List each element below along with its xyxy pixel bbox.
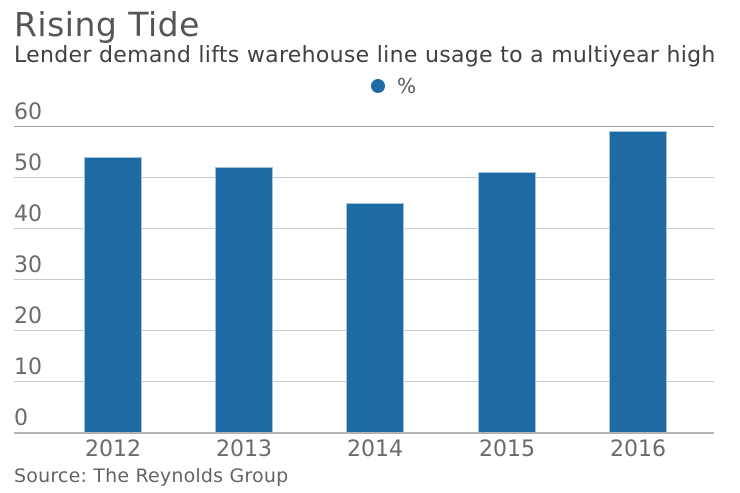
legend-marker-icon <box>371 79 385 93</box>
bar-2013 <box>215 167 273 432</box>
x-tick-label-2014: 2014 <box>347 437 403 462</box>
x-tick-label-2012: 2012 <box>85 437 141 462</box>
bar-2016 <box>609 131 667 432</box>
y-tick-label-50: 50 <box>14 151 42 176</box>
bar-2014 <box>346 203 404 432</box>
chart-subtitle: Lender demand lifts warehouse line usage… <box>14 43 716 68</box>
gridline-50 <box>14 177 714 178</box>
x-tick-label-2015: 2015 <box>479 437 535 462</box>
y-tick-label-0: 0 <box>14 406 28 431</box>
plot-area: 0 10 20 30 40 50 60 2012 2013 2014 2015 2016 <box>14 100 714 462</box>
chart-title: Rising Tide <box>14 5 200 44</box>
legend-series-label: % <box>397 74 417 98</box>
gridline-0 <box>14 432 714 434</box>
source-attribution: Source: The Reynolds Group <box>14 465 289 487</box>
y-tick-label-30: 30 <box>14 253 42 278</box>
y-tick-label-10: 10 <box>14 355 42 380</box>
legend: % <box>371 74 417 98</box>
y-tick-label-20: 20 <box>14 304 42 329</box>
y-tick-label-40: 40 <box>14 202 42 227</box>
y-tick-label-60: 60 <box>14 100 42 125</box>
x-tick-label-2013: 2013 <box>216 437 272 462</box>
x-tick-label-2016: 2016 <box>610 437 666 462</box>
bar-2015 <box>478 172 536 432</box>
bar-2012 <box>84 157 142 432</box>
gridline-60 <box>14 126 714 127</box>
